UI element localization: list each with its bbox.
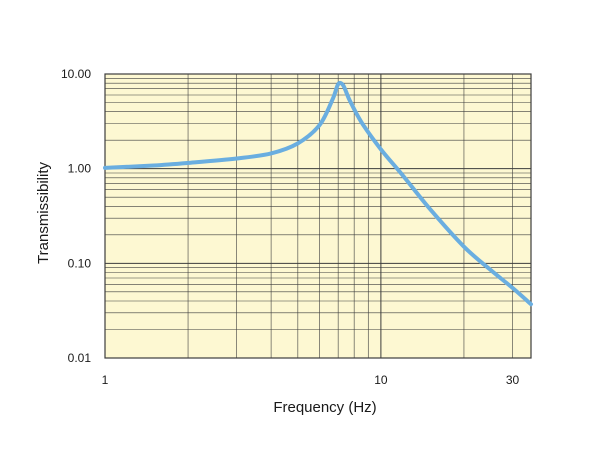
y-tick-label: 1.00 — [68, 162, 92, 176]
x-tick-label: 10 — [374, 373, 388, 387]
y-axis-ticks: 0.01 0.10 1.00 10.00 — [61, 67, 91, 365]
y-axis-label: Transmissibility — [35, 162, 52, 264]
transmissibility-curve — [103, 80, 533, 307]
plot-area — [105, 74, 531, 358]
y-tick-label: 0.10 — [68, 256, 92, 270]
y-tick-label: 0.01 — [68, 351, 92, 365]
x-tick-label: 30 — [506, 373, 520, 387]
x-axis-ticks: 1 10 30 — [102, 373, 520, 387]
x-axis-label: Frequency (Hz) — [273, 399, 376, 416]
x-tick-label: 1 — [102, 373, 109, 387]
plot-frame — [104, 73, 532, 359]
y-tick-label: 10.00 — [61, 67, 91, 81]
